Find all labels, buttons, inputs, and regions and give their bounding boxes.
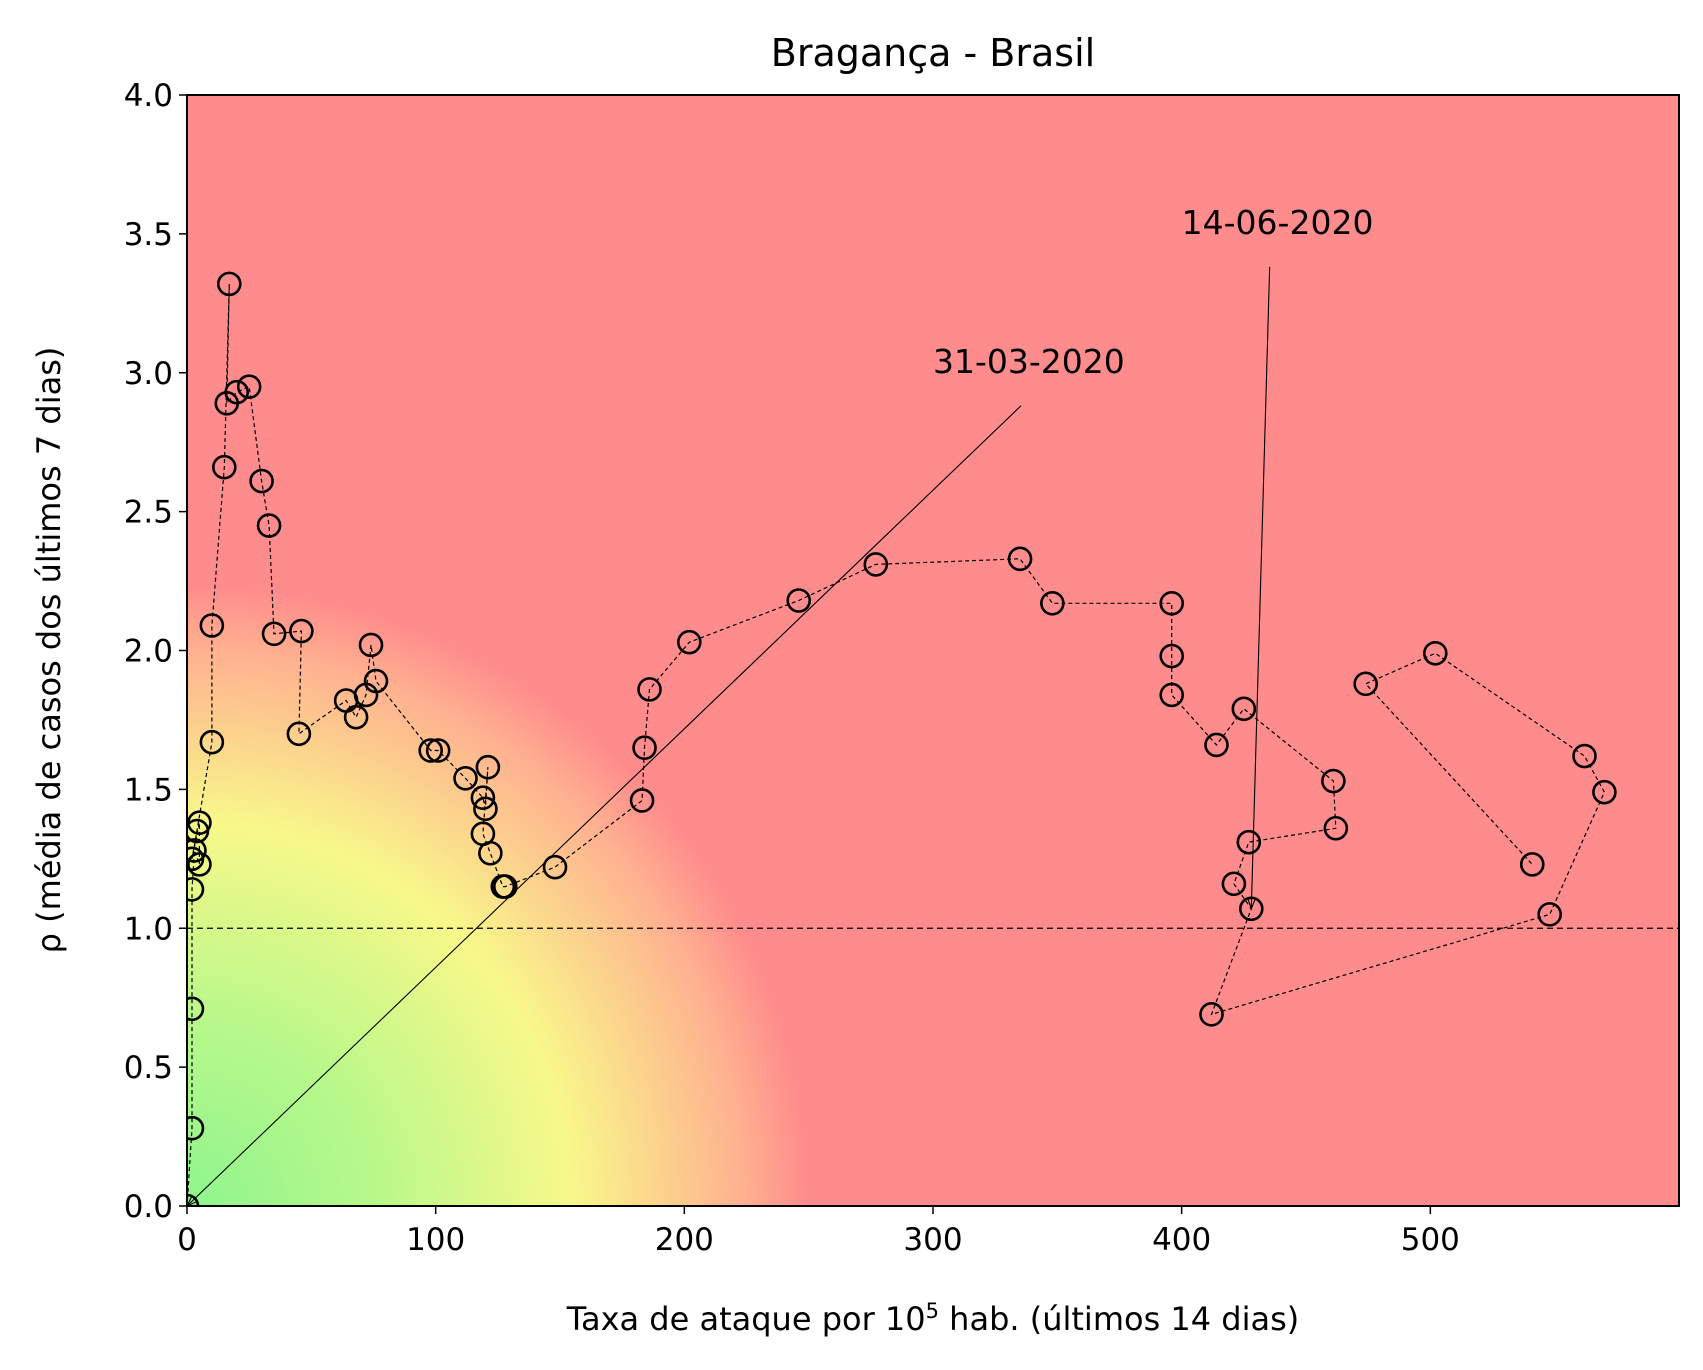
x-axis-label-suffix: hab. (últimos 14 dias)	[939, 1300, 1299, 1338]
data-point	[637, 677, 662, 702]
data-point	[453, 765, 478, 791]
y-tick-label: 3.0	[124, 356, 173, 392]
data-point	[1238, 896, 1264, 922]
y-tick-label: 0.0	[124, 1189, 173, 1225]
risk-gradient	[187, 95, 1679, 1206]
data-point	[492, 874, 518, 899]
data-point	[1159, 643, 1185, 669]
data-point	[425, 738, 451, 763]
y-axis: 0.0 0.5 1.0 1.5 2.0 2.5 3.0 3.5 4.0	[124, 78, 187, 1225]
data-point	[1231, 696, 1257, 722]
data-point	[358, 632, 384, 658]
data-point	[256, 513, 282, 538]
data-point	[212, 454, 237, 480]
x-axis-label: Taxa de ataque por 105 hab. (últimos 14 …	[566, 1299, 1300, 1338]
x-axis-label-superscript: 5	[926, 1299, 939, 1323]
x-tick-label: 300	[903, 1222, 962, 1258]
data-point	[187, 818, 210, 844]
data-point	[187, 846, 205, 872]
x-axis-label-prefix: Taxa de ataque por 10	[566, 1300, 926, 1338]
x-tick-label: 100	[406, 1222, 465, 1258]
data-point	[1007, 546, 1033, 572]
annotation-label: 14-06-2020	[1182, 203, 1374, 242]
data-point	[1423, 640, 1448, 666]
data-point	[475, 754, 501, 780]
data-point	[677, 629, 702, 655]
x-tick-label: 200	[655, 1222, 714, 1258]
data-point	[1321, 768, 1346, 794]
data-point	[1040, 590, 1065, 616]
data-point	[1199, 1002, 1224, 1027]
data-point	[1159, 590, 1185, 616]
data-point	[187, 877, 205, 902]
data-point	[286, 721, 312, 747]
y-tick-label: 1.0	[124, 911, 173, 947]
data-point	[632, 735, 657, 761]
annotation-arrow	[187, 405, 1022, 1206]
data-point	[199, 613, 225, 638]
data-point	[187, 1115, 205, 1141]
data-point	[1592, 779, 1617, 805]
data-point	[1323, 815, 1349, 841]
data-point	[1159, 682, 1185, 708]
data-point	[224, 379, 250, 405]
data-point	[863, 552, 889, 577]
data-point	[187, 838, 207, 863]
data-point	[1353, 671, 1378, 697]
data-point	[187, 852, 212, 877]
data-point	[216, 271, 242, 297]
y-tick-label: 4.0	[124, 78, 173, 114]
y-tick-label: 2.0	[124, 634, 173, 670]
data-point	[1204, 732, 1229, 758]
data-point	[473, 796, 498, 822]
data-point	[289, 618, 314, 644]
y-tick-label: 1.5	[124, 772, 173, 808]
y-tick-label: 0.5	[124, 1050, 173, 1086]
y-axis-label: ρ (média de casos dos últimos 7 dias)	[30, 347, 68, 954]
data-point	[1236, 829, 1262, 855]
data-point	[478, 840, 503, 866]
x-axis: 0 100 200 300 400 500	[177, 1206, 1460, 1258]
data-point	[418, 738, 443, 763]
data-point	[470, 785, 496, 811]
data-point	[199, 729, 225, 755]
data-point	[187, 996, 205, 1022]
x-tick-label: 0	[177, 1222, 197, 1258]
y-tick-label: 3.5	[124, 217, 173, 253]
data-point	[542, 854, 568, 880]
chart-title: Bragança - Brasil	[771, 31, 1095, 75]
data-point	[1572, 743, 1597, 769]
annotation-arrowhead	[187, 1194, 199, 1206]
annotation-label: 31-03-2020	[933, 342, 1125, 381]
data-point	[261, 621, 287, 647]
data-point	[249, 468, 274, 494]
y-tick-label: 2.5	[124, 495, 173, 531]
x-tick-label: 400	[1152, 1222, 1211, 1258]
x-tick-label: 500	[1401, 1222, 1460, 1258]
data-point	[236, 374, 262, 399]
data-point	[1221, 871, 1247, 897]
annotation-arrow	[1250, 266, 1271, 909]
data-point	[1537, 902, 1562, 927]
data-point	[343, 704, 369, 730]
data-point	[629, 788, 655, 813]
data-point	[786, 588, 812, 613]
data-point	[363, 668, 389, 694]
data-point	[1519, 852, 1545, 877]
